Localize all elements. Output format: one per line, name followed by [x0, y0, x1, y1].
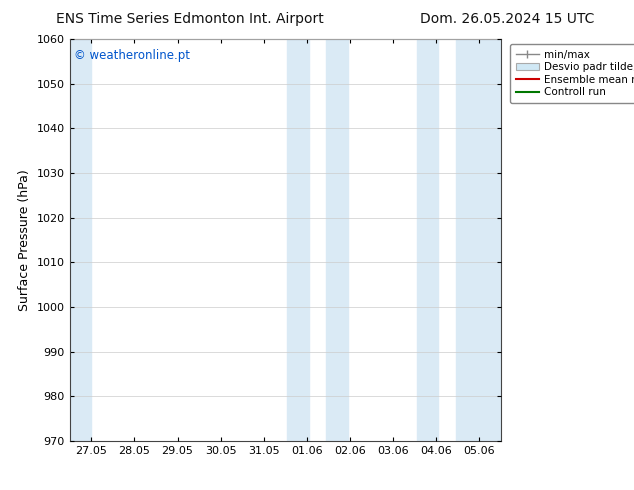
- Bar: [327, 39, 348, 441]
- Bar: [417, 39, 438, 441]
- Y-axis label: Surface Pressure (hPa): Surface Pressure (hPa): [18, 169, 31, 311]
- Text: © weatheronline.pt: © weatheronline.pt: [74, 49, 190, 62]
- Bar: [287, 39, 309, 441]
- Legend: min/max, Desvio padr tilde;o, Ensemble mean run, Controll run: min/max, Desvio padr tilde;o, Ensemble m…: [510, 45, 634, 102]
- Text: Dom. 26.05.2024 15 UTC: Dom. 26.05.2024 15 UTC: [420, 12, 595, 26]
- Text: ENS Time Series Edmonton Int. Airport: ENS Time Series Edmonton Int. Airport: [56, 12, 324, 26]
- Bar: [70, 39, 91, 441]
- Bar: [456, 39, 501, 441]
